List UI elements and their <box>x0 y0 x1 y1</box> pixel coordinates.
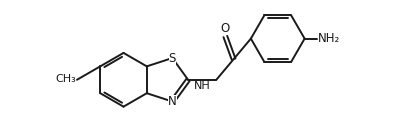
Text: CH₃: CH₃ <box>55 74 76 84</box>
Text: S: S <box>169 52 176 65</box>
Text: O: O <box>221 22 230 35</box>
Text: N: N <box>168 95 177 108</box>
Text: NH: NH <box>194 81 211 91</box>
Text: NH₂: NH₂ <box>318 32 340 45</box>
